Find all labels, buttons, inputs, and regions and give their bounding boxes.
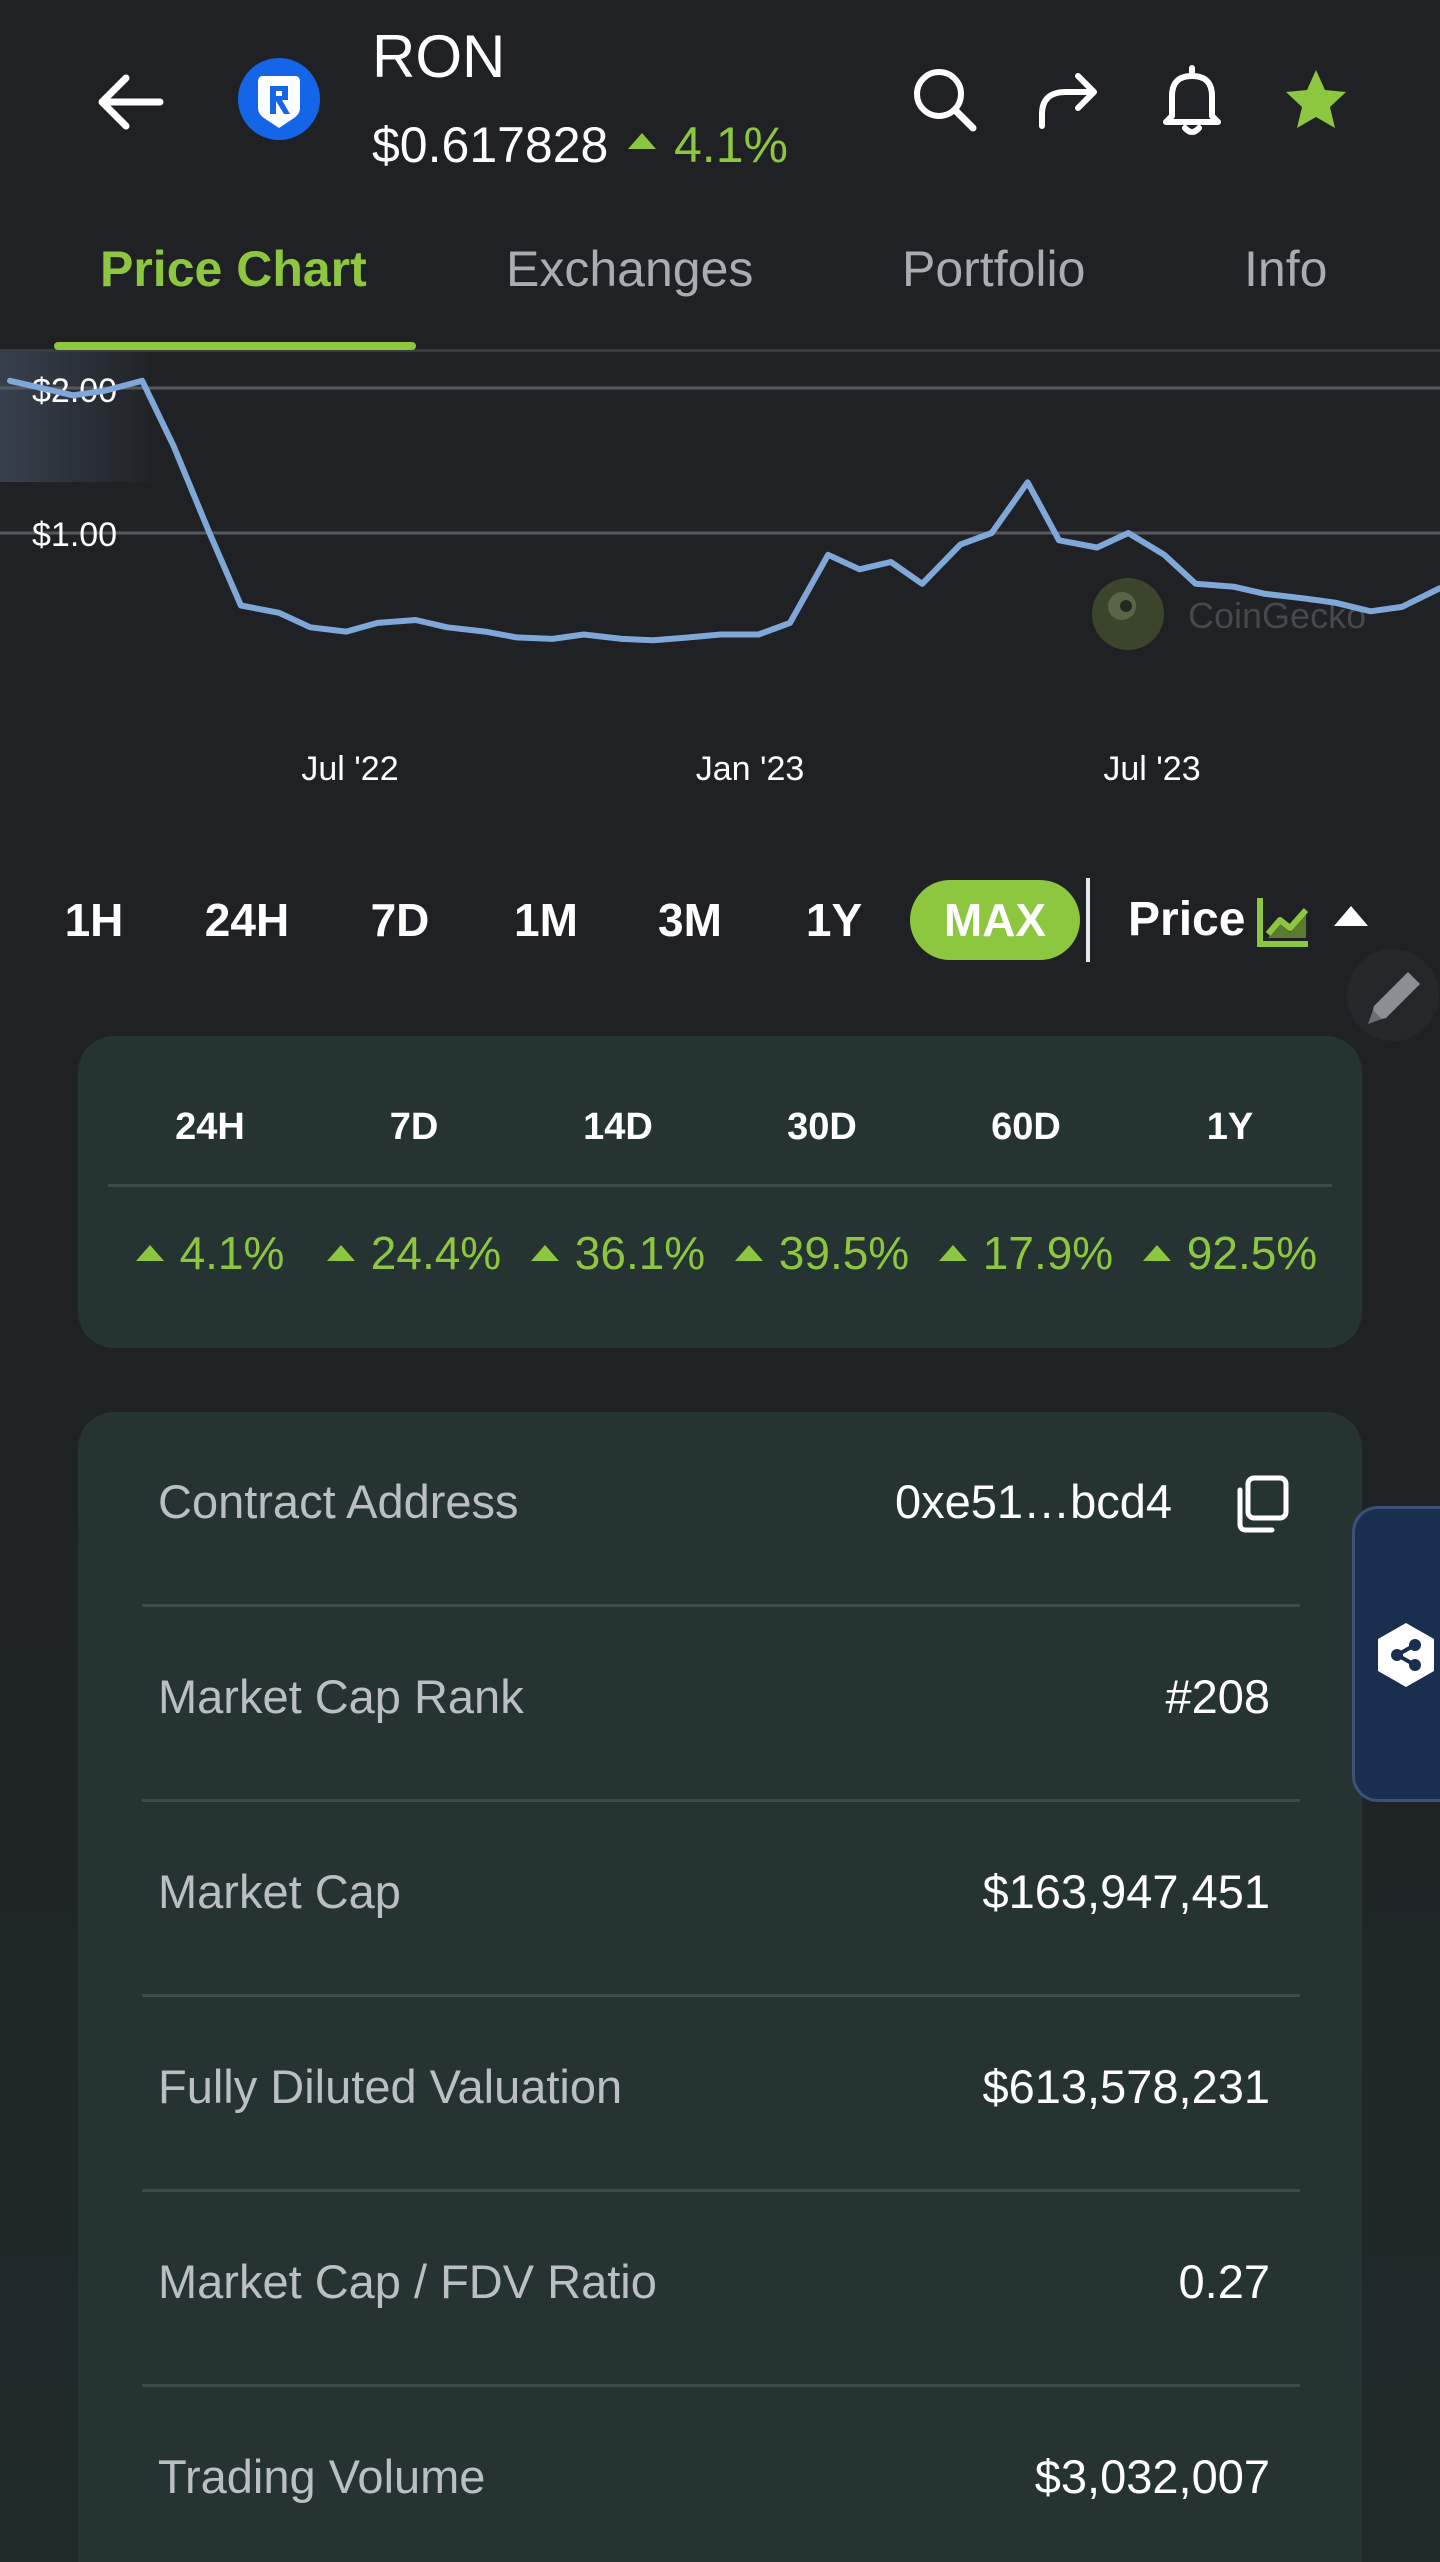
range-1m-button[interactable]: 1M [514,894,578,946]
price-chart-svg[interactable]: $2.00 $1.00 CoinGecko Jul '22 Jan '23 Ju… [0,352,1440,812]
price-series-line [7,377,1440,644]
star-icon[interactable] [1276,60,1356,140]
stat-label: Fully Diluted Valuation [158,2060,623,2113]
stat-label: Contract Address [158,1475,519,1528]
range-max-button[interactable]: MAX [910,880,1080,960]
stat-row-trading-volume: Trading Volume $3,032,007 [142,2387,1300,2562]
active-tab-indicator [54,342,416,350]
tab-portfolio[interactable]: Portfolio [902,241,1086,297]
coin-price: $0.617828 [372,117,609,173]
period-change: 4.1% [108,1226,312,1280]
up-triangle-icon [1142,1245,1171,1261]
floating-assistant-tab[interactable] [1352,1506,1440,1802]
period-change: 39.5% [720,1226,924,1280]
chart-edge-fade [0,352,160,482]
search-icon[interactable] [905,60,985,140]
x-tick-label: Jan '23 [696,750,805,788]
period-header: 1Y [1206,1106,1254,1148]
up-triangle-icon [530,1245,559,1261]
chevron-up-icon[interactable] [1334,906,1368,926]
line-chart-icon[interactable] [1254,892,1312,950]
stat-value: $163,947,451 [982,1865,1270,1918]
tab-price-chart[interactable]: Price Chart [100,241,367,297]
period-change-value: 39.5% [778,1227,910,1279]
coin-symbol: RON [372,23,506,90]
bell-icon[interactable] [1152,60,1232,140]
stat-row-market-cap: Market Cap $163,947,451 [142,1802,1300,1997]
range-24h-button[interactable]: 24H [204,894,290,946]
coin-change-value: 4.1% [674,117,788,173]
up-triangle-icon [938,1245,967,1261]
period-change: 17.9% [924,1226,1128,1280]
stat-label: Trading Volume [158,2450,486,2503]
stat-label: Market Cap Rank [158,1670,524,1723]
y-tick-label: $1.00 [32,516,117,554]
period-header: 30D [787,1106,857,1148]
stat-label: Market Cap [158,1865,401,1918]
period-change-value: 92.5% [1186,1227,1318,1279]
stat-value: #208 [1165,1670,1270,1723]
stat-value: $3,032,007 [1034,2450,1270,2503]
stat-value: 0.27 [1178,2255,1270,2308]
tab-bar: Price Chart Exchanges Portfolio Info [0,210,1440,352]
back-arrow-icon[interactable] [90,62,170,142]
range-7d-button[interactable]: 7D [370,894,430,946]
period-header: 24H [175,1106,245,1148]
range-3m-button[interactable]: 3M [658,894,722,946]
period-header: 60D [991,1106,1061,1148]
period-header: 7D [389,1106,439,1148]
price-chart[interactable]: $2.00 $1.00 CoinGecko Jul '22 Jan '23 Ju… [0,352,1440,812]
stat-row-fdv: Fully Diluted Valuation $613,578,231 [142,1997,1300,2192]
up-triangle-icon [326,1245,355,1261]
price-change-card: 24H 7D 14D 30D 60D 1Y 4.1% 24.4% 36.1% 3… [78,1036,1362,1348]
period-header: 14D [583,1106,653,1148]
up-triangle-icon [628,133,656,149]
metric-toggle[interactable]: Price [1128,893,1246,946]
period-change: 36.1% [516,1226,720,1280]
range-1y-button[interactable]: 1Y [805,894,863,946]
coin-change-24h: 4.1% [628,116,788,174]
time-range-selector: 1H 24H 7D 1M 3M 1Y MAX Price [0,870,1440,970]
coin-stats-card: Contract Address 0xe51…bcd4 Market Cap R… [78,1412,1362,2562]
range-divider [1086,878,1090,962]
period-change-value: 24.4% [370,1227,502,1279]
tab-exchanges[interactable]: Exchanges [506,241,754,297]
range-1h-button[interactable]: 1H [64,894,124,946]
period-change-value: 4.1% [179,1227,285,1279]
x-tick-label: Jul '22 [301,750,398,788]
up-triangle-icon [734,1245,763,1261]
stat-label: Market Cap / FDV Ratio [158,2255,657,2308]
stat-value: $613,578,231 [982,2060,1270,2113]
period-change-value: 36.1% [574,1227,706,1279]
edit-pencil-icon[interactable] [1346,948,1440,1042]
period-change: 24.4% [312,1226,516,1280]
stat-row-market-cap-rank: Market Cap Rank #208 [142,1607,1300,1802]
contract-address-value[interactable]: 0xe51…bcd4 [895,1475,1172,1528]
stat-row-contract-address: Contract Address 0xe51…bcd4 [142,1412,1300,1607]
copy-icon[interactable] [1228,1472,1292,1536]
tab-info[interactable]: Info [1244,241,1328,297]
coin-logo [238,58,320,140]
up-triangle-icon [135,1245,164,1261]
coin-header: RON $0.617828 4.1% [0,0,1440,210]
assistant-hexagon-icon [1378,1623,1434,1687]
period-change: 92.5% [1128,1226,1332,1280]
divider [108,1184,1332,1187]
stat-row-mcap-fdv-ratio: Market Cap / FDV Ratio 0.27 [142,2192,1300,2387]
period-change-value: 17.9% [982,1227,1114,1279]
share-icon[interactable] [1028,60,1108,140]
x-tick-label: Jul '23 [1103,750,1200,788]
